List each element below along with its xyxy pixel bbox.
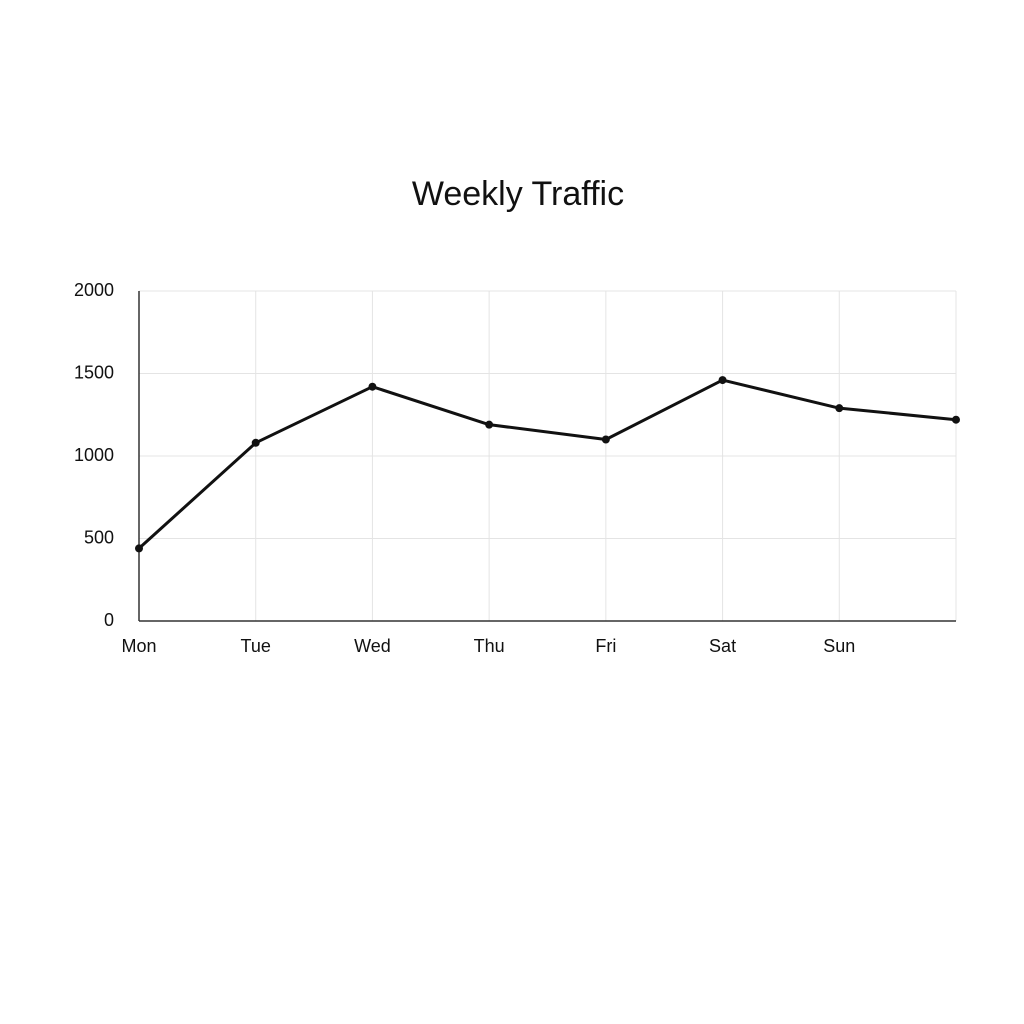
y-tick-label: 500 [84, 527, 114, 547]
y-tick-label: 1000 [74, 445, 114, 465]
line [137, 378, 957, 550]
x-tick-label: Sun [823, 636, 855, 656]
y-tick-label: 0 [104, 610, 114, 630]
x-tick-label: Wed [354, 636, 391, 656]
x-tick-label: Thu [474, 636, 505, 656]
point [251, 438, 260, 447]
x-tick-label: Fri [595, 636, 616, 656]
point [718, 376, 727, 385]
point [135, 544, 143, 553]
point [485, 420, 494, 429]
y-tick-label: 2000 [74, 280, 114, 300]
point [952, 415, 960, 424]
point [835, 404, 844, 413]
point [368, 382, 377, 391]
y-tick-label: 1500 [74, 362, 114, 382]
point [601, 435, 610, 444]
x-tick-label: Mon [121, 636, 156, 656]
x-tick-label: Tue [241, 636, 271, 656]
x-tick-label: Sat [709, 636, 736, 656]
chart-title: Weekly Traffic [412, 175, 624, 213]
